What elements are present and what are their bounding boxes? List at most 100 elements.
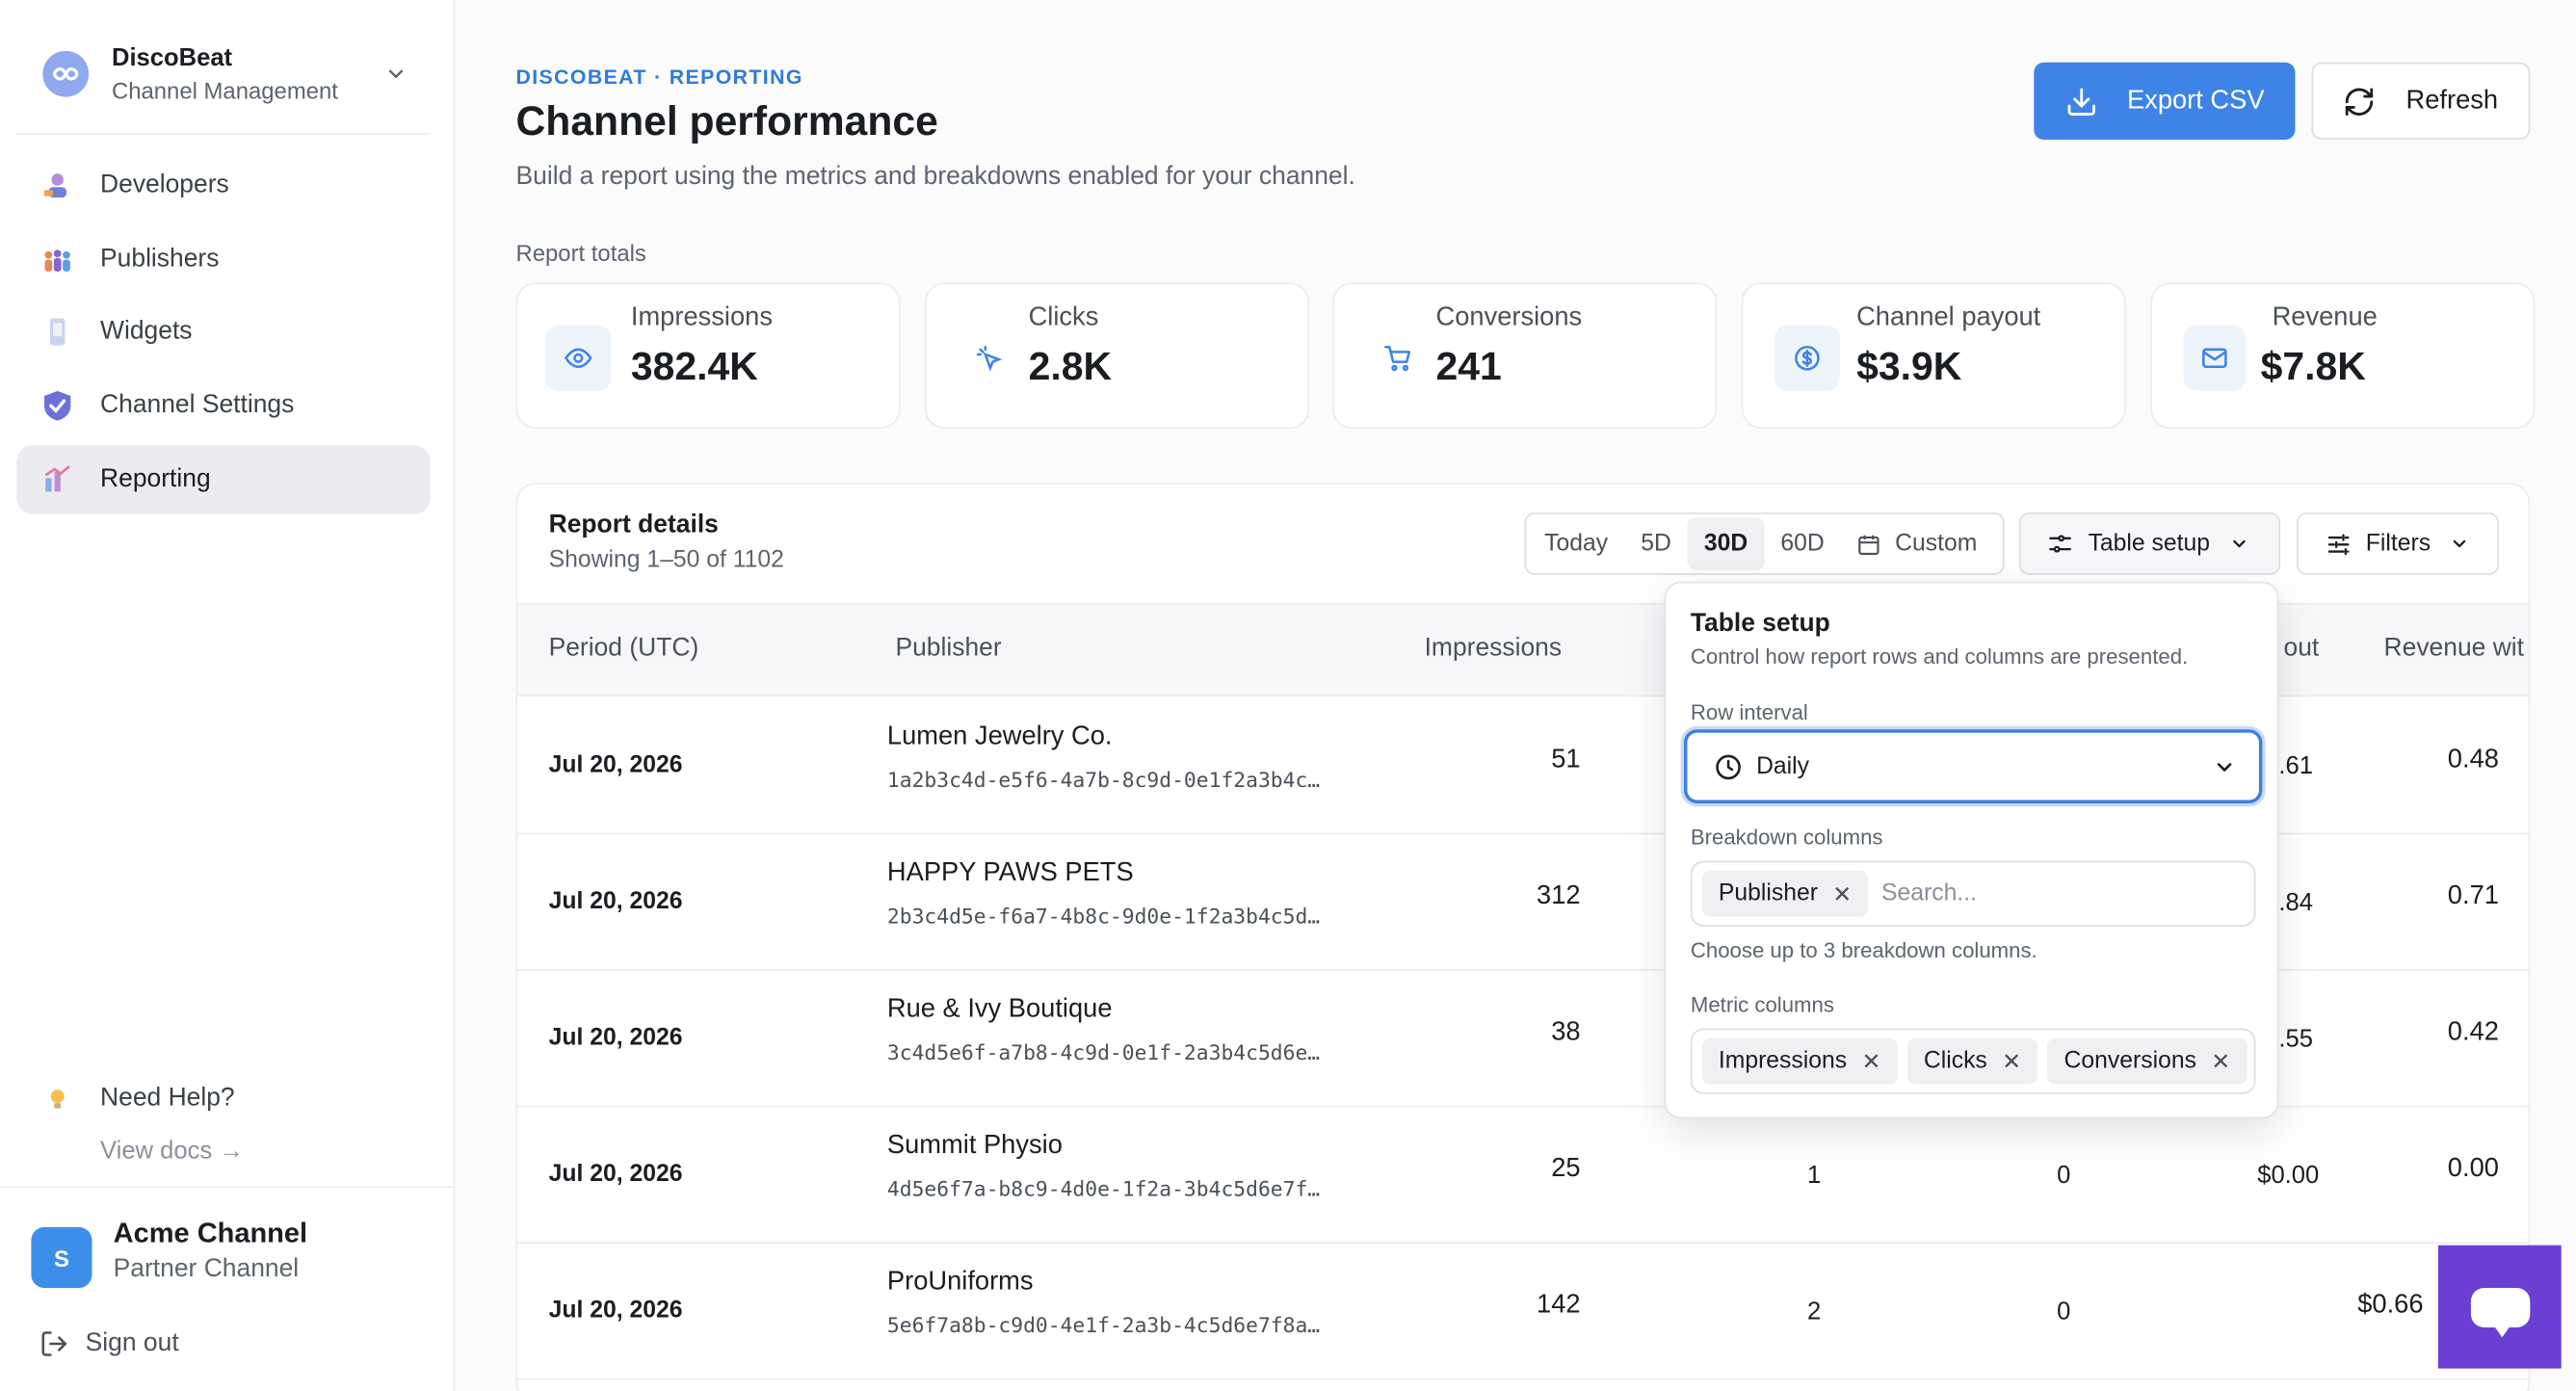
column-header-payout[interactable]: out <box>2283 634 2320 663</box>
refresh-icon <box>2346 87 2374 116</box>
sidebar-item-reporting[interactable]: Reporting <box>16 444 431 514</box>
table-row[interactable]: Jul 20, 2026 Lumen Jewelry Co. 1a2b3c4d-… <box>517 698 2529 835</box>
table-row[interactable]: Jul 20, 2026 Summit Physio 4d5e6f7a-b8c9… <box>517 1107 2529 1244</box>
sidebar-item-channel-settings[interactable]: Channel Settings <box>16 372 431 441</box>
cell-impressions: 142 <box>1537 1291 1581 1320</box>
column-header-impressions[interactable]: Impressions <box>1424 634 1563 663</box>
help-title: Need Help? <box>100 1084 235 1113</box>
cell-publisher-id: 3c4d5e6f-a7b8-4c9d-0e1f-2a3b4c5d6e… <box>886 1039 1321 1065</box>
popover-title: Table setup <box>1690 609 1830 638</box>
range-60d[interactable]: 60D <box>1780 530 1825 558</box>
metric-chip[interactable]: Impressions ✕ <box>1701 1037 1898 1085</box>
remove-chip-icon[interactable]: ✕ <box>1832 879 1853 906</box>
card-label: Revenue <box>2272 303 2378 332</box>
table-row[interactable]: Jul 20, 2026 ProUniforms 5e6f7a8b-c9d0-4… <box>517 1244 2529 1380</box>
total-card-revenue: Revenue $7.8K <box>2150 282 2536 430</box>
export-csv-label: Export CSV <box>2126 86 2265 115</box>
table-setup-button[interactable]: Table setup <box>2018 512 2281 575</box>
cell-publisher[interactable]: Rue & Ivy Boutique <box>886 995 1113 1024</box>
remove-chip-icon[interactable]: ✕ <box>1861 1047 1881 1074</box>
cell-payout: .55 <box>2278 1025 2313 1054</box>
report-details-title: Report details <box>548 511 719 539</box>
avatar[interactable]: S <box>31 1226 92 1289</box>
card-label: Channel payout <box>1856 303 2041 332</box>
brand-switcher[interactable]: DiscoBeat Channel Management <box>16 23 431 135</box>
cell-impressions: 312 <box>1537 881 1581 910</box>
remove-chip-icon[interactable]: ✕ <box>2211 1047 2231 1074</box>
chat-launcher-button[interactable] <box>2437 1245 2562 1369</box>
cell-impressions: 38 <box>1551 1018 1581 1047</box>
row-interval-label: Row interval <box>1690 699 1808 725</box>
lightbulb-icon <box>39 1081 76 1117</box>
table-setup-label: Table setup <box>2088 530 2211 558</box>
breakdown-chip[interactable]: Publisher ✕ <box>1701 870 1869 917</box>
metric-columns-input[interactable]: Impressions ✕ Clicks ✕ Conversions ✕ <box>1690 1028 2256 1094</box>
sidebar-item-publishers[interactable]: Publishers <box>16 224 431 294</box>
reporting-icon <box>39 461 76 498</box>
cell-publisher[interactable]: HAPPY PAWS PETS <box>886 858 1134 887</box>
range-30d[interactable]: 30D <box>1687 517 1765 570</box>
calendar-icon <box>1859 534 1880 555</box>
mail-icon <box>2183 325 2247 391</box>
sign-out-icon <box>41 1331 67 1356</box>
chevron-down-icon <box>388 69 404 78</box>
range-5d[interactable]: 5D <box>1641 530 1671 558</box>
row-interval-select[interactable]: Daily <box>1684 729 2263 803</box>
breakdown-search-placeholder[interactable]: Search... <box>1881 880 1977 907</box>
cell-period: Jul 20, 2026 <box>548 1161 683 1189</box>
card-value: $3.9K <box>1856 345 1962 390</box>
total-card-conversions: Conversions 241 <box>1332 282 1718 430</box>
table-row[interactable]: Jul 20, 2026 Rue & Ivy Boutique 3c4d5e6f… <box>517 971 2529 1108</box>
cell-conversions: 0 <box>2057 1161 2071 1190</box>
totals-cards: Impressions 382.4K Clicks 2.8K Conversio… <box>515 282 2576 430</box>
total-card-clicks: Clicks 2.8K <box>925 282 1310 430</box>
account-panel: S Acme Channel Partner Channel Sign out <box>0 1186 454 1391</box>
cell-period: Jul 20, 2026 <box>548 1025 683 1052</box>
cell-clicks: 1 <box>1806 1161 1822 1190</box>
sign-out-button[interactable]: Sign out <box>39 1329 179 1359</box>
column-header-publisher[interactable]: Publisher <box>895 634 1002 663</box>
column-header-revenue[interactable]: Revenue wit <box>2383 634 2525 663</box>
breakdown-hint: Choose up to 3 breakdown columns. <box>1690 937 2037 963</box>
brand-subtitle: Channel Management <box>111 77 338 104</box>
metric-chip[interactable]: Clicks ✕ <box>1906 1037 2038 1085</box>
sidebar-item-widgets[interactable]: Widgets <box>16 298 431 367</box>
range-custom[interactable]: Custom <box>1841 517 1994 570</box>
cell-conversions: 0 <box>2057 1298 2071 1326</box>
cursor-click-icon <box>962 326 1015 391</box>
cell-publisher[interactable]: ProUniforms <box>886 1268 1034 1297</box>
range-today[interactable]: Today <box>1544 530 1609 558</box>
chip-label: Clicks <box>1923 1048 1987 1075</box>
chevron-down-icon <box>2233 539 2246 548</box>
publishers-icon <box>39 241 76 277</box>
card-label: Conversions <box>1435 303 1583 332</box>
sidebar-item-developers[interactable]: Developers <box>16 151 431 221</box>
cell-revenue: 0.48 <box>2447 746 2499 774</box>
remove-chip-icon[interactable]: ✕ <box>2002 1047 2022 1074</box>
total-card-channel-payout: Channel payout $3.9K <box>1741 282 2126 430</box>
sidebar-item-label: Channel Settings <box>100 390 295 419</box>
cell-publisher-id: 4d5e6f7a-b8c9-4d0e-1f2a-3b4c5d6e7f… <box>886 1176 1321 1201</box>
sidebar-item-label: Widgets <box>100 317 193 346</box>
column-header-period[interactable]: Period (UTC) <box>548 634 699 663</box>
metric-chip[interactable]: Conversions ✕ <box>2047 1037 2247 1085</box>
sign-out-label: Sign out <box>85 1328 179 1357</box>
export-csv-button[interactable]: Export CSV <box>2034 62 2296 140</box>
refresh-button[interactable]: Refresh <box>2311 62 2531 140</box>
view-docs-link[interactable]: View docs → <box>100 1137 244 1166</box>
report-totals-label: Report totals <box>515 239 646 267</box>
filters-button[interactable]: Filters <box>2297 512 2499 575</box>
breadcrumb: DISCOBEAT · REPORTING <box>515 66 803 90</box>
breakdown-columns-input[interactable]: Publisher ✕ Search... <box>1690 860 2256 927</box>
cell-publisher[interactable]: Lumen Jewelry Co. <box>886 722 1113 751</box>
table-setup-popover: Table setup Control how report rows and … <box>1664 581 2279 1119</box>
range-custom-label: Custom <box>1895 530 1978 558</box>
total-card-impressions: Impressions 382.4K <box>515 282 901 430</box>
card-value: 382.4K <box>630 345 758 390</box>
table-row[interactable]: Jul 20, 2026 HAPPY PAWS PETS 2b3c4d5e-f6… <box>517 834 2529 971</box>
cell-impressions: 25 <box>1551 1154 1581 1183</box>
cell-publisher[interactable]: Summit Physio <box>886 1132 1063 1161</box>
breakdown-columns-label: Breakdown columns <box>1690 825 1883 850</box>
account-subtitle: Partner Channel <box>113 1254 300 1283</box>
filters-label: Filters <box>2365 530 2431 558</box>
